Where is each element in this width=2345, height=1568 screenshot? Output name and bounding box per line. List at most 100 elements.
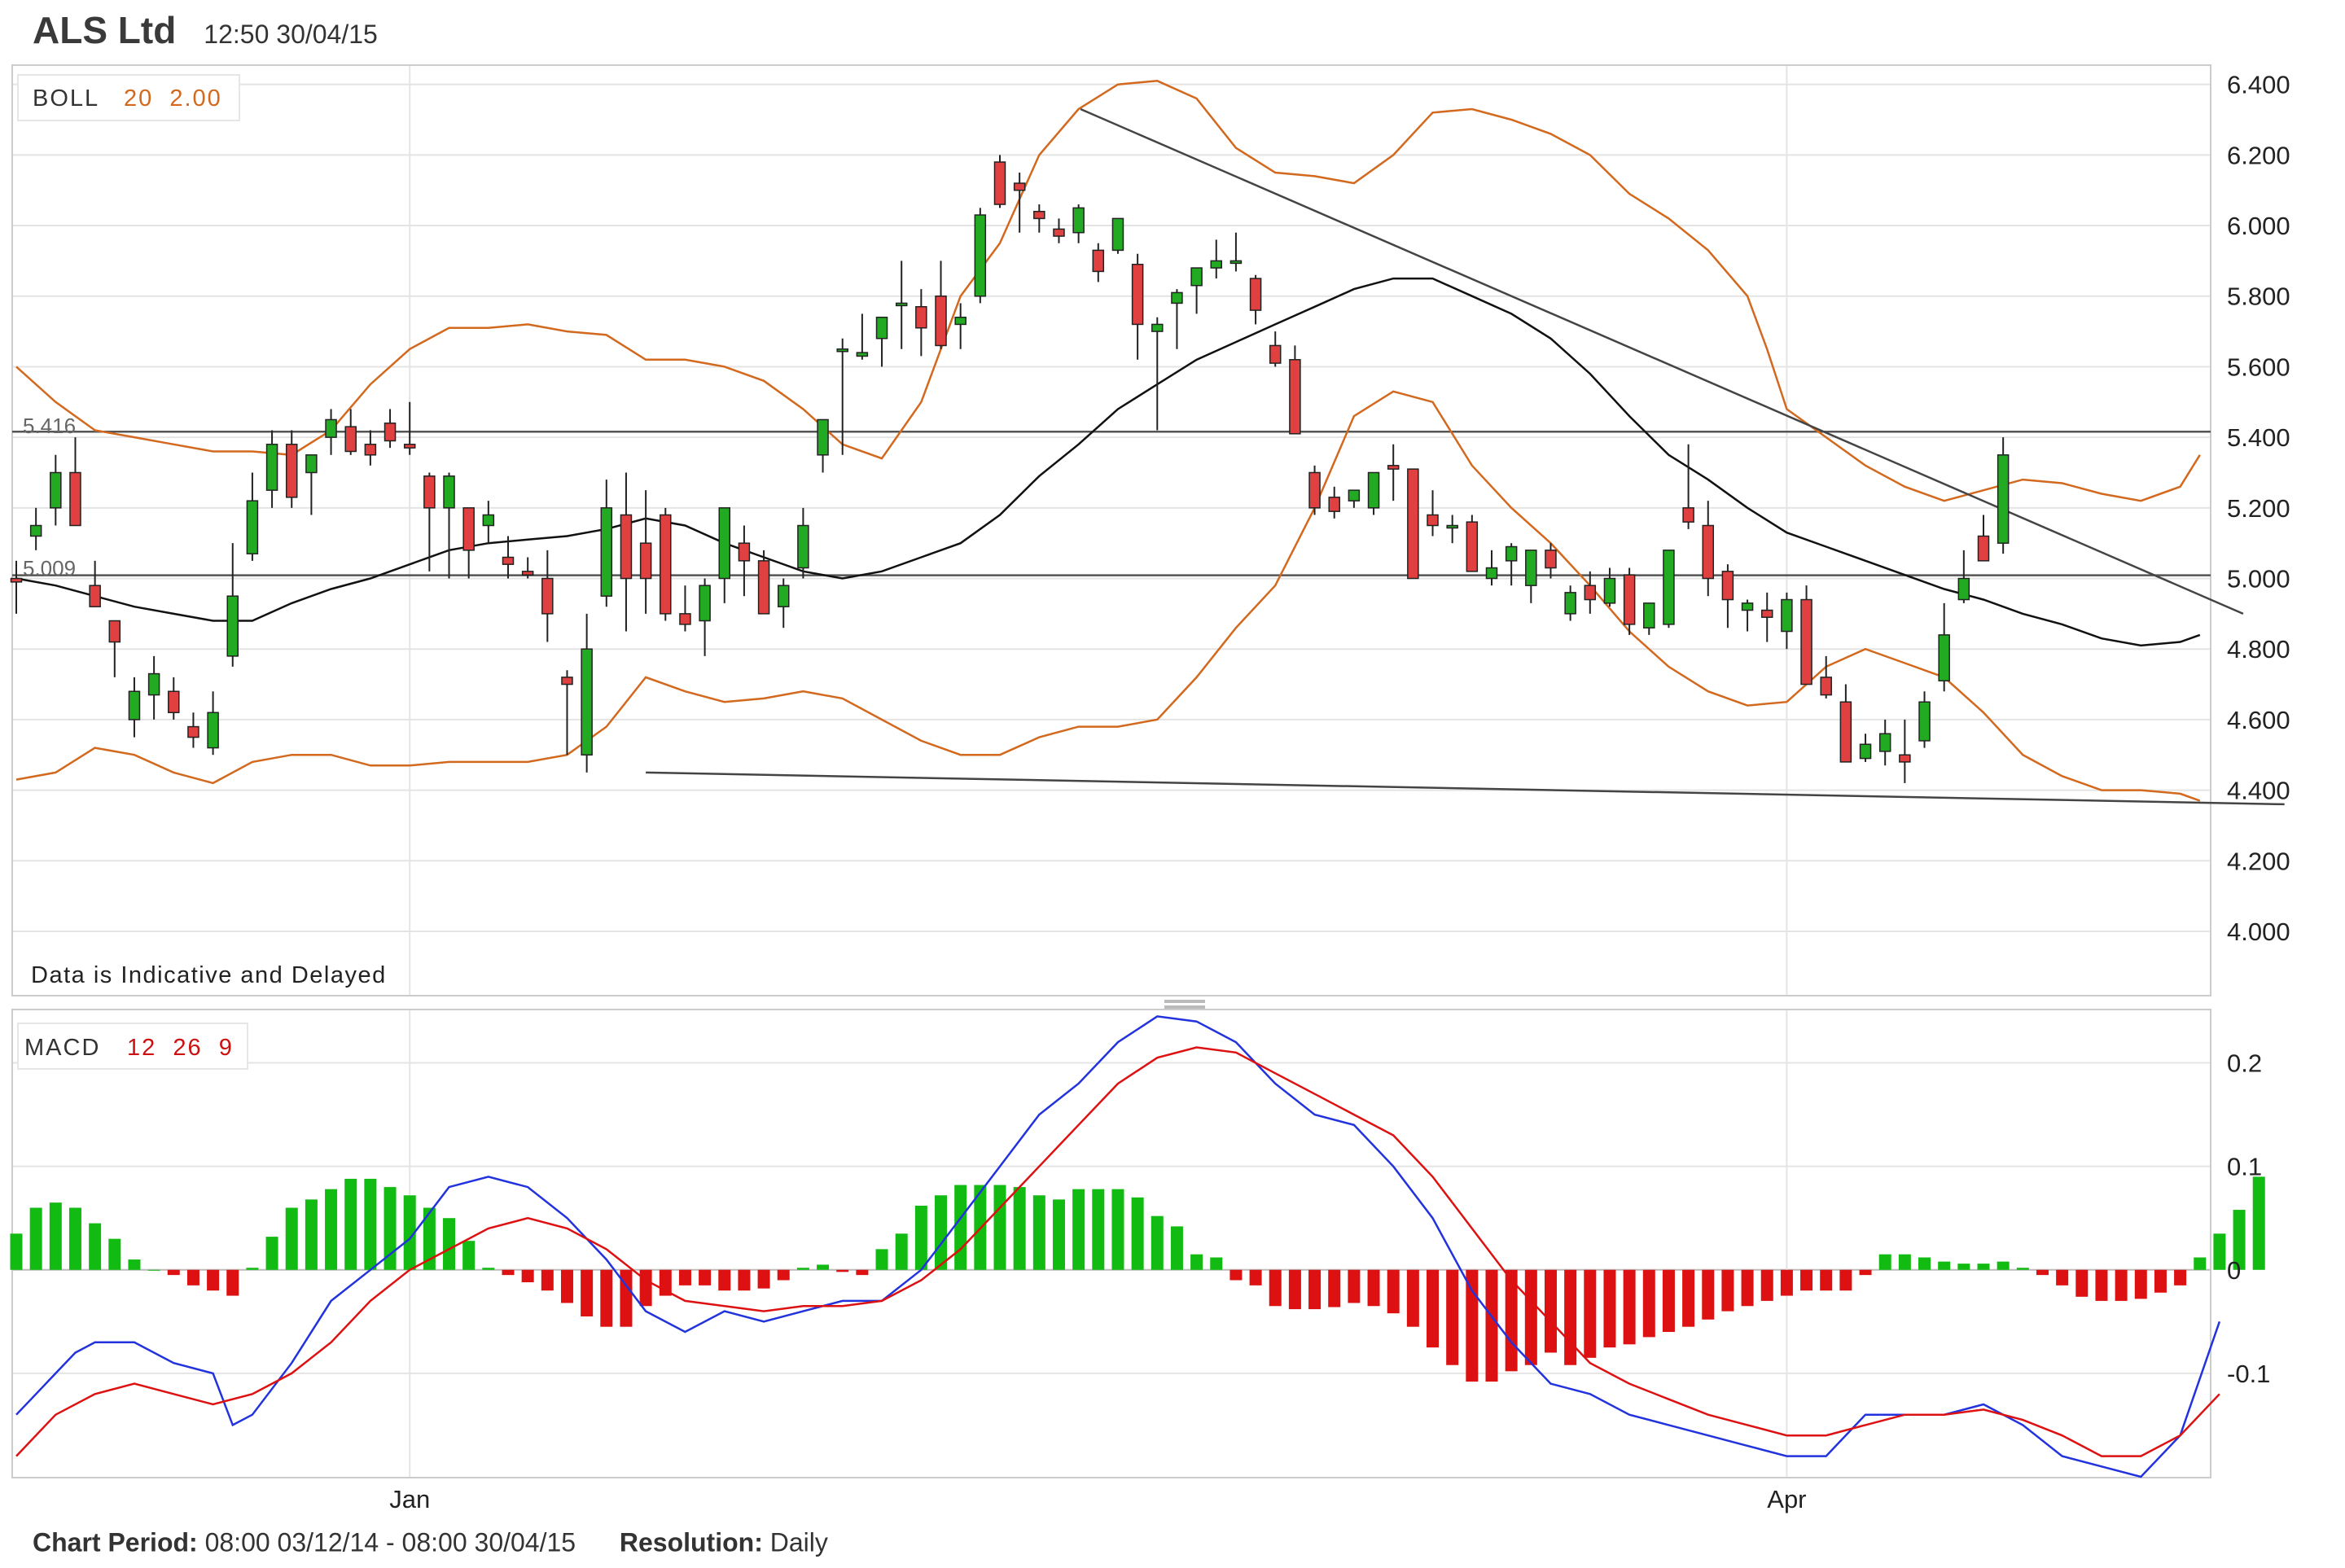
- macd-histogram-bar: [1210, 1257, 1223, 1270]
- candle: [1721, 564, 1734, 629]
- macd-histogram-bar: [1780, 1269, 1793, 1296]
- macd-histogram-bar: [10, 1233, 23, 1270]
- candle-body: [1131, 263, 1144, 326]
- candle-body: [1525, 550, 1537, 586]
- macd-histogram-bar: [1446, 1269, 1459, 1365]
- macd-histogram-bar: [325, 1189, 338, 1270]
- macd-histogram-bar: [1603, 1269, 1616, 1348]
- candle-body: [443, 475, 455, 509]
- boll-upper-band: [15, 80, 2201, 502]
- macd-histogram-bar: [128, 1259, 141, 1270]
- price-tick-label: 6.000: [2227, 212, 2290, 240]
- macd-histogram-bar: [935, 1195, 948, 1270]
- boll-middle-band: [15, 277, 2201, 647]
- candle: [1741, 599, 1754, 632]
- macd-histogram-bar: [1269, 1269, 1282, 1307]
- candle: [757, 550, 770, 615]
- candle-body: [187, 725, 199, 738]
- boll-lower-band: [15, 390, 2201, 802]
- trendlines: [646, 107, 2285, 806]
- candle: [1151, 317, 1164, 431]
- candle-body: [1407, 468, 1419, 580]
- level-label-upper: 5.416: [23, 414, 76, 438]
- macd-histogram-bar: [1702, 1269, 1715, 1320]
- macd-histogram-bar: [856, 1269, 869, 1276]
- price-tick-label: 4.400: [2227, 777, 2290, 805]
- candle-body: [856, 352, 869, 357]
- candle-body: [1446, 524, 1458, 529]
- candle-body: [1190, 267, 1203, 287]
- candle-body: [1111, 217, 1124, 252]
- macd-histogram-bar: [167, 1269, 180, 1276]
- macd-histogram-bar: [1997, 1261, 2010, 1270]
- candle: [660, 507, 672, 621]
- candle: [1663, 550, 1675, 629]
- macd-histogram-bar: [1092, 1189, 1105, 1270]
- macd-histogram-bar: [1466, 1269, 1479, 1382]
- candle-body: [1702, 524, 1715, 580]
- candle-body: [1466, 521, 1479, 572]
- macd-histogram-bar: [1898, 1254, 1911, 1270]
- macd-histogram-bar: [108, 1238, 121, 1270]
- macd-histogram-bar: [186, 1269, 199, 1285]
- candle-body: [895, 302, 908, 307]
- candle: [305, 454, 318, 515]
- macd-histogram-bar: [1682, 1269, 1695, 1327]
- candle-body: [1899, 754, 1911, 763]
- candle-body: [1584, 585, 1597, 601]
- macd-histogram-bar: [2036, 1269, 2049, 1276]
- macd-histogram-bar: [207, 1269, 220, 1291]
- macd-axis: 0.2 0.1 0 -0.1: [2227, 1049, 2270, 1388]
- candle: [384, 409, 397, 449]
- candle: [226, 543, 239, 667]
- candle-body: [1957, 577, 1970, 601]
- candle: [993, 155, 1006, 208]
- boll-legend[interactable]: BOLL 20 2.00: [17, 74, 240, 121]
- candle: [679, 585, 691, 632]
- candle: [856, 313, 869, 360]
- macd-histogram-bar: [1170, 1226, 1183, 1270]
- macd-histogram-bar: [1249, 1269, 1262, 1285]
- candle-body: [1781, 598, 1793, 633]
- candle: [521, 557, 534, 579]
- macd-grid: [12, 1010, 2211, 1478]
- candle: [1446, 515, 1458, 544]
- candle-body: [1033, 210, 1045, 220]
- candle: [29, 507, 42, 550]
- candle: [50, 454, 62, 526]
- resolution-label: Resolution:: [619, 1527, 763, 1557]
- candle-body: [993, 161, 1006, 205]
- price-tick-label: 4.600: [2227, 706, 2290, 734]
- candle: [1545, 543, 1557, 579]
- candle-body: [581, 648, 593, 756]
- candle-body: [1800, 598, 1812, 685]
- candle: [561, 670, 573, 756]
- macd-panel-frame: [11, 1009, 2211, 1478]
- macd-histogram-bar: [777, 1269, 790, 1281]
- macd-histogram-bar: [699, 1269, 712, 1285]
- trendline: [646, 771, 2285, 806]
- macd-tick-label: 0.1: [2227, 1153, 2262, 1181]
- macd-histogram-bar: [581, 1269, 594, 1316]
- macd-legend[interactable]: MACD 12 26 9: [17, 1023, 248, 1070]
- candle: [1229, 232, 1243, 272]
- candle-body: [50, 471, 62, 509]
- candle-body: [423, 475, 436, 509]
- timestamp: 12:50 30/04/15: [204, 20, 378, 49]
- candle: [1702, 501, 1715, 597]
- macd-histogram-bar: [1623, 1269, 1636, 1345]
- macd-histogram-bar: [600, 1269, 613, 1327]
- candle: [541, 550, 554, 642]
- macd-histogram-bar: [462, 1241, 476, 1270]
- candle-body: [108, 620, 121, 643]
- macd-histogram-bar: [1839, 1269, 1852, 1291]
- candle: [325, 409, 337, 455]
- macd-histogram-bar: [2194, 1257, 2207, 1270]
- candle-body: [462, 507, 475, 551]
- candle-body: [660, 514, 672, 615]
- candle-body: [1603, 577, 1616, 604]
- candle: [1466, 515, 1479, 572]
- candle: [600, 480, 613, 607]
- panel-resize-handle[interactable]: [1164, 1000, 1205, 1009]
